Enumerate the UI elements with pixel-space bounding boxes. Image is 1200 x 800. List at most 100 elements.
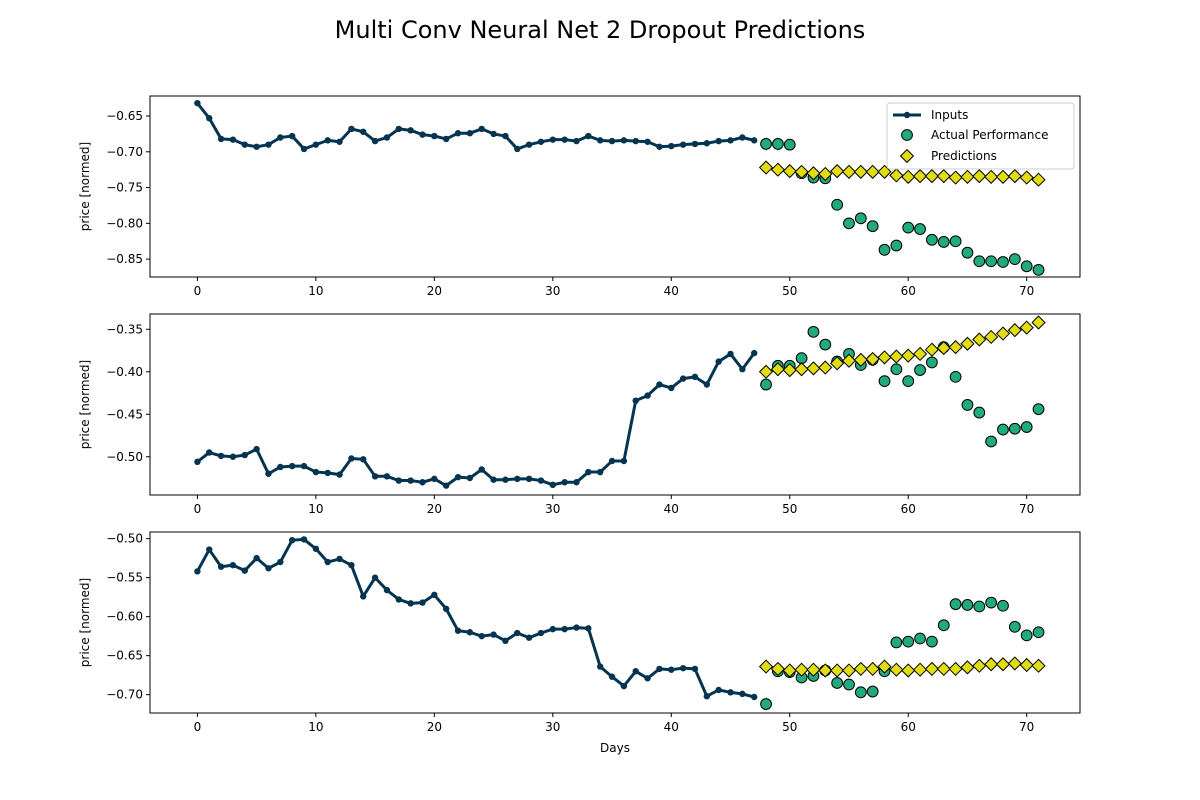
inputs-point <box>229 453 237 460</box>
prediction-point <box>948 170 963 185</box>
actual-point <box>926 356 938 369</box>
actual-point <box>973 600 986 613</box>
inputs-point <box>632 137 639 145</box>
y-tick-label: −0.35 <box>106 322 143 336</box>
inputs-point <box>514 475 521 483</box>
inputs-point <box>608 137 616 145</box>
inputs-point <box>573 137 580 145</box>
inputs-point <box>502 637 509 645</box>
actual-point <box>961 399 974 411</box>
inputs-point <box>419 131 426 138</box>
y-tick-label: −0.45 <box>106 407 143 421</box>
inputs-point <box>703 693 711 700</box>
actual-point <box>831 198 844 211</box>
inputs-point <box>312 468 320 476</box>
legend-label: Inputs <box>931 108 968 122</box>
inputs-point <box>739 134 746 141</box>
x-tick-label: 30 <box>545 502 560 516</box>
inputs-point <box>288 132 296 140</box>
prediction-point <box>758 659 774 674</box>
inputs-point <box>537 477 545 484</box>
inputs-point <box>727 137 734 144</box>
inputs-point <box>668 666 675 673</box>
x-tick-label: 50 <box>782 284 797 298</box>
actual-point <box>890 363 903 376</box>
inputs-point <box>431 132 438 140</box>
actual-point <box>914 223 926 235</box>
inputs-point <box>360 128 367 135</box>
legend-predictions-marker <box>899 148 915 164</box>
prediction-point <box>841 353 857 368</box>
x-tick-label: 50 <box>782 720 797 734</box>
prediction-point <box>960 336 975 351</box>
y-tick-label: −0.40 <box>106 365 143 379</box>
inputs-point <box>336 138 343 145</box>
inputs-point <box>632 397 639 404</box>
prediction-point <box>924 169 940 184</box>
inputs-point <box>442 482 450 489</box>
inputs-point <box>549 481 557 489</box>
x-tick-label: 10 <box>308 502 323 516</box>
inputs-point <box>525 634 533 641</box>
prediction-point <box>865 661 880 677</box>
actual-point <box>795 352 808 365</box>
inputs-point <box>217 135 225 143</box>
plot-area <box>194 315 1046 489</box>
actual-point <box>961 246 974 259</box>
inputs-point <box>324 558 331 566</box>
prediction-point <box>995 326 1011 341</box>
inputs-point <box>703 381 711 388</box>
actual-point <box>997 256 1009 268</box>
prediction-point <box>830 356 845 371</box>
prediction-point <box>782 663 797 678</box>
inputs-point <box>229 561 237 569</box>
prediction-point <box>877 659 892 674</box>
prediction-point <box>877 350 892 365</box>
inputs-point <box>206 449 213 456</box>
inputs-point <box>751 137 758 144</box>
inputs-point <box>194 568 201 575</box>
prediction-point <box>901 169 916 184</box>
inputs-point <box>573 479 580 486</box>
inputs-point <box>514 629 521 637</box>
figure-title: Multi Conv Neural Net 2 Dropout Predicti… <box>335 16 866 44</box>
inputs-point <box>300 536 308 543</box>
inputs-point <box>596 468 604 476</box>
x-tick-label: 0 <box>194 284 202 298</box>
inputs-point <box>265 141 272 148</box>
inputs-point <box>478 632 485 640</box>
inputs-point <box>537 138 545 145</box>
inputs-point <box>383 586 391 594</box>
prediction-point <box>782 164 797 179</box>
prediction-point <box>1031 172 1046 187</box>
inputs-point <box>727 350 734 358</box>
x-tick-label: 40 <box>664 720 679 734</box>
prediction-point <box>984 329 999 345</box>
prediction-point <box>984 657 999 672</box>
actual-point <box>807 325 820 338</box>
inputs-point <box>561 136 568 143</box>
inputs-point <box>348 125 355 133</box>
inputs-point <box>739 366 746 373</box>
inputs-point <box>419 479 426 486</box>
actual-point <box>866 685 879 698</box>
x-tick-label: 40 <box>664 502 679 516</box>
y-tick-label: −0.85 <box>106 252 143 266</box>
prediction-point <box>995 169 1011 184</box>
inputs-point <box>490 130 497 138</box>
x-tick-label: 10 <box>308 720 323 734</box>
actual-point <box>760 378 772 391</box>
inputs-point <box>466 474 474 482</box>
inputs-point <box>573 624 580 631</box>
plot-area <box>194 99 1046 276</box>
x-tick-label: 30 <box>545 720 560 734</box>
inputs-point <box>395 477 402 484</box>
y-tick-label: −0.80 <box>106 216 143 230</box>
prediction-point <box>806 662 821 677</box>
actual-point <box>760 698 772 710</box>
y-tick-label: −0.50 <box>106 532 143 546</box>
legend: Inputs Actual Performance Predictions <box>886 102 1075 170</box>
inputs-point <box>324 469 331 477</box>
prediction-point <box>984 169 999 184</box>
prediction-point <box>1019 170 1034 185</box>
